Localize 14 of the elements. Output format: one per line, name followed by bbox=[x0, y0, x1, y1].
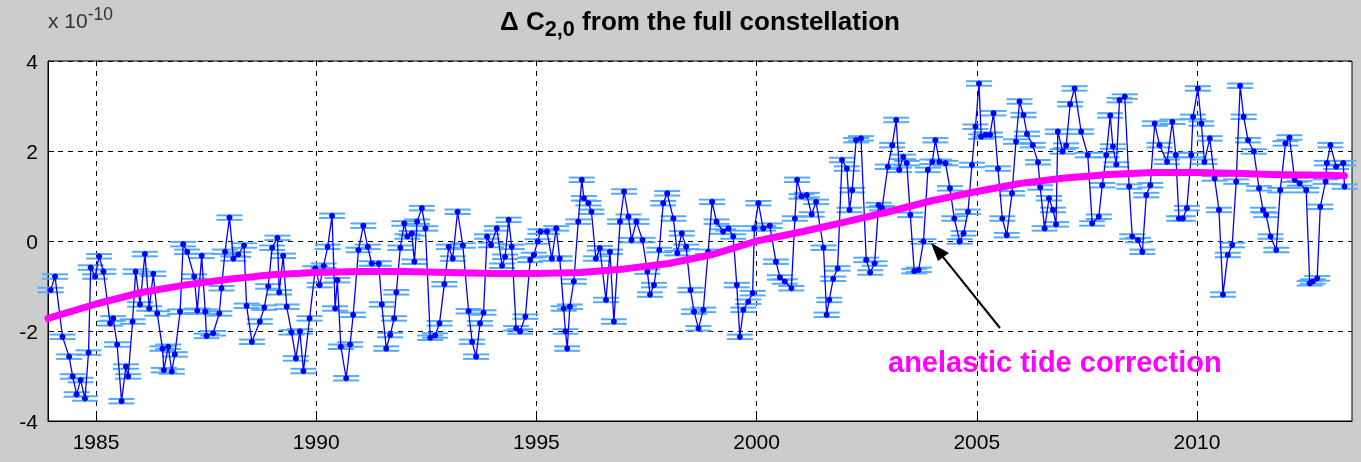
x-tick-label: 2005 bbox=[953, 430, 1001, 453]
x-tick-label: 1990 bbox=[292, 430, 340, 453]
y-tick-label: 2 bbox=[26, 139, 38, 163]
y-tick-label: 4 bbox=[26, 49, 39, 73]
text: anelastic tide correction bbox=[888, 346, 1222, 379]
text: x 10$^{-10}$ bbox=[48, 4, 113, 33]
x-tick-label: 1995 bbox=[513, 430, 560, 453]
chart-title: Δ C$_{2,0}$ from the full constellation bbox=[500, 6, 900, 42]
y-tick-label: -2 bbox=[19, 319, 38, 343]
y-tick-label: 0 bbox=[26, 229, 38, 253]
y-tick-label: -4 bbox=[19, 409, 39, 433]
x-tick-label: 1985 bbox=[72, 430, 120, 453]
x-tick-label: 2000 bbox=[733, 430, 780, 453]
x-tick-label: 2010 bbox=[1173, 430, 1221, 453]
